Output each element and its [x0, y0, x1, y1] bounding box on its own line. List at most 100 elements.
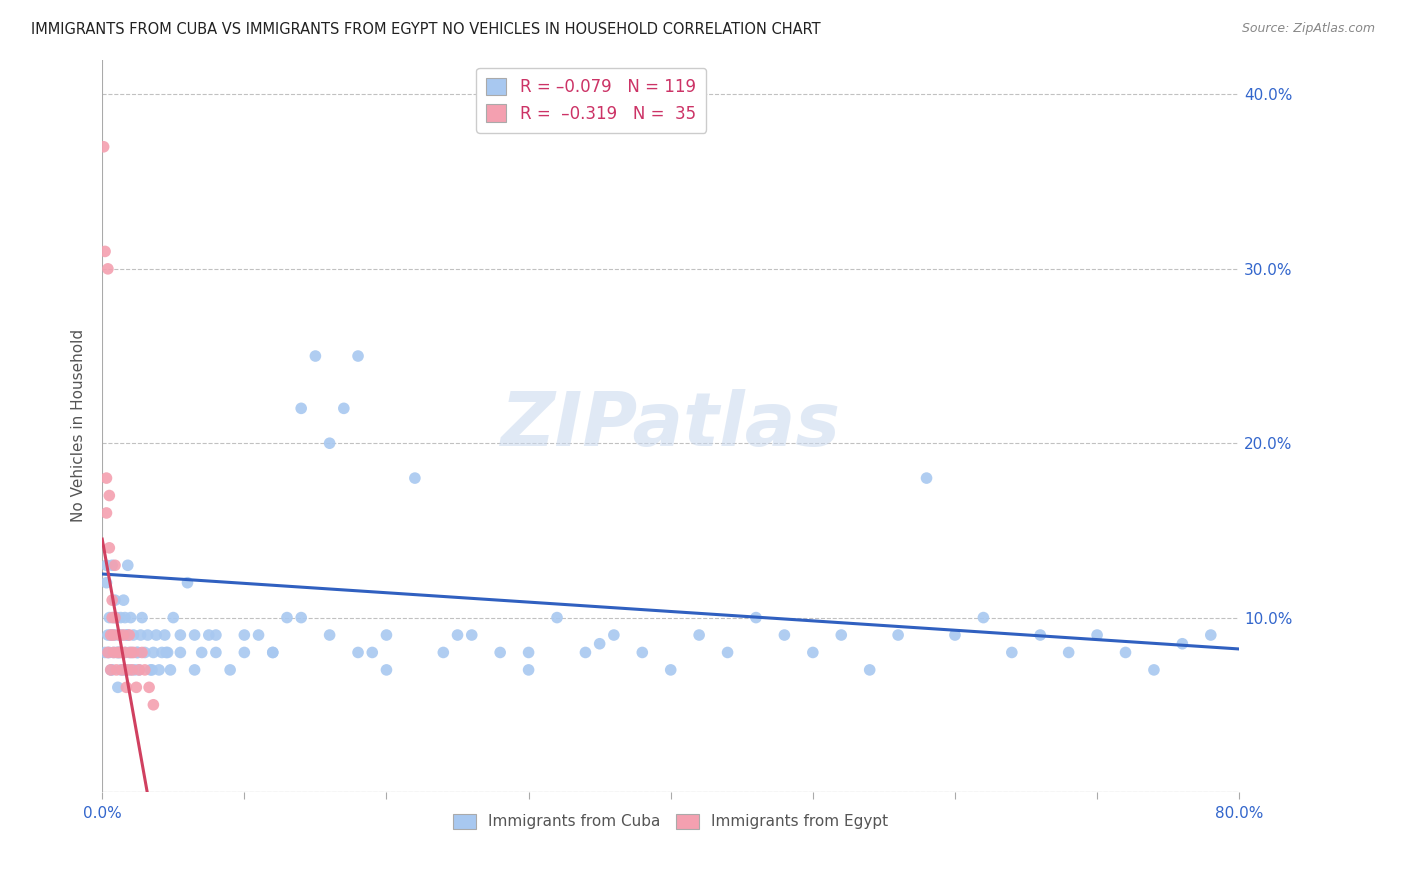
Point: [118, 645, 141, 659]
Point: [183, 628, 205, 642]
Point: [100, 628, 122, 642]
Point: [111, 663, 134, 677]
Point: [716, 645, 738, 659]
Point: [105, 645, 128, 659]
Point: [110, 663, 132, 677]
Point: [162, 610, 184, 624]
Point: [347, 645, 370, 659]
Legend: Immigrants from Cuba, Immigrants from Egypt: Immigrants from Cuba, Immigrants from Eg…: [447, 808, 894, 836]
Point: [101, 663, 124, 677]
Point: [588, 637, 610, 651]
Point: [121, 645, 143, 659]
Point: [97, 628, 120, 642]
Point: [142, 645, 165, 659]
Point: [205, 645, 228, 659]
Point: [121, 663, 143, 677]
Point: [127, 645, 149, 659]
Point: [304, 349, 326, 363]
Point: [1057, 645, 1080, 659]
Point: [104, 558, 127, 573]
Point: [169, 628, 191, 642]
Point: [112, 593, 135, 607]
Point: [108, 645, 131, 659]
Point: [124, 663, 146, 677]
Point: [111, 628, 134, 642]
Point: [122, 628, 145, 642]
Point: [128, 663, 150, 677]
Point: [262, 645, 284, 659]
Point: [745, 610, 768, 624]
Point: [145, 628, 167, 642]
Point: [125, 645, 148, 659]
Point: [887, 628, 910, 642]
Point: [773, 628, 796, 642]
Point: [801, 645, 824, 659]
Point: [603, 628, 626, 642]
Point: [103, 628, 125, 642]
Point: [101, 610, 124, 624]
Point: [219, 663, 242, 677]
Point: [290, 401, 312, 416]
Point: [117, 663, 139, 677]
Point: [100, 628, 122, 642]
Point: [546, 610, 568, 624]
Point: [131, 610, 153, 624]
Point: [96, 506, 118, 520]
Point: [101, 558, 124, 573]
Point: [105, 663, 128, 677]
Point: [93, 140, 115, 154]
Point: [117, 558, 139, 573]
Point: [361, 645, 384, 659]
Point: [112, 663, 135, 677]
Point: [98, 645, 121, 659]
Point: [972, 610, 994, 624]
Point: [943, 628, 966, 642]
Point: [1001, 645, 1024, 659]
Point: [125, 681, 148, 695]
Point: [141, 663, 163, 677]
Point: [114, 645, 136, 659]
Point: [107, 645, 129, 659]
Point: [131, 645, 153, 659]
Point: [517, 663, 540, 677]
Point: [98, 610, 121, 624]
Point: [347, 349, 370, 363]
Point: [659, 663, 682, 677]
Point: [134, 663, 156, 677]
Point: [103, 645, 125, 659]
Point: [128, 663, 150, 677]
Point: [122, 645, 145, 659]
Point: [190, 645, 212, 659]
Point: [120, 663, 142, 677]
Point: [1199, 628, 1222, 642]
Point: [108, 628, 131, 642]
Point: [318, 628, 340, 642]
Point: [107, 645, 129, 659]
Point: [110, 610, 132, 624]
Point: [98, 489, 121, 503]
Point: [915, 471, 938, 485]
Point: [517, 645, 540, 659]
Point: [100, 663, 122, 677]
Point: [96, 575, 118, 590]
Point: [105, 610, 128, 624]
Point: [110, 645, 132, 659]
Point: [138, 681, 160, 695]
Point: [142, 698, 165, 712]
Point: [148, 663, 170, 677]
Point: [375, 663, 398, 677]
Point: [97, 645, 120, 659]
Point: [97, 261, 120, 276]
Point: [98, 541, 121, 555]
Point: [276, 610, 298, 624]
Point: [120, 645, 142, 659]
Point: [318, 436, 340, 450]
Point: [117, 628, 139, 642]
Point: [461, 628, 484, 642]
Point: [103, 645, 125, 659]
Point: [688, 628, 710, 642]
Point: [118, 628, 141, 642]
Point: [631, 645, 654, 659]
Point: [96, 471, 118, 485]
Point: [404, 471, 426, 485]
